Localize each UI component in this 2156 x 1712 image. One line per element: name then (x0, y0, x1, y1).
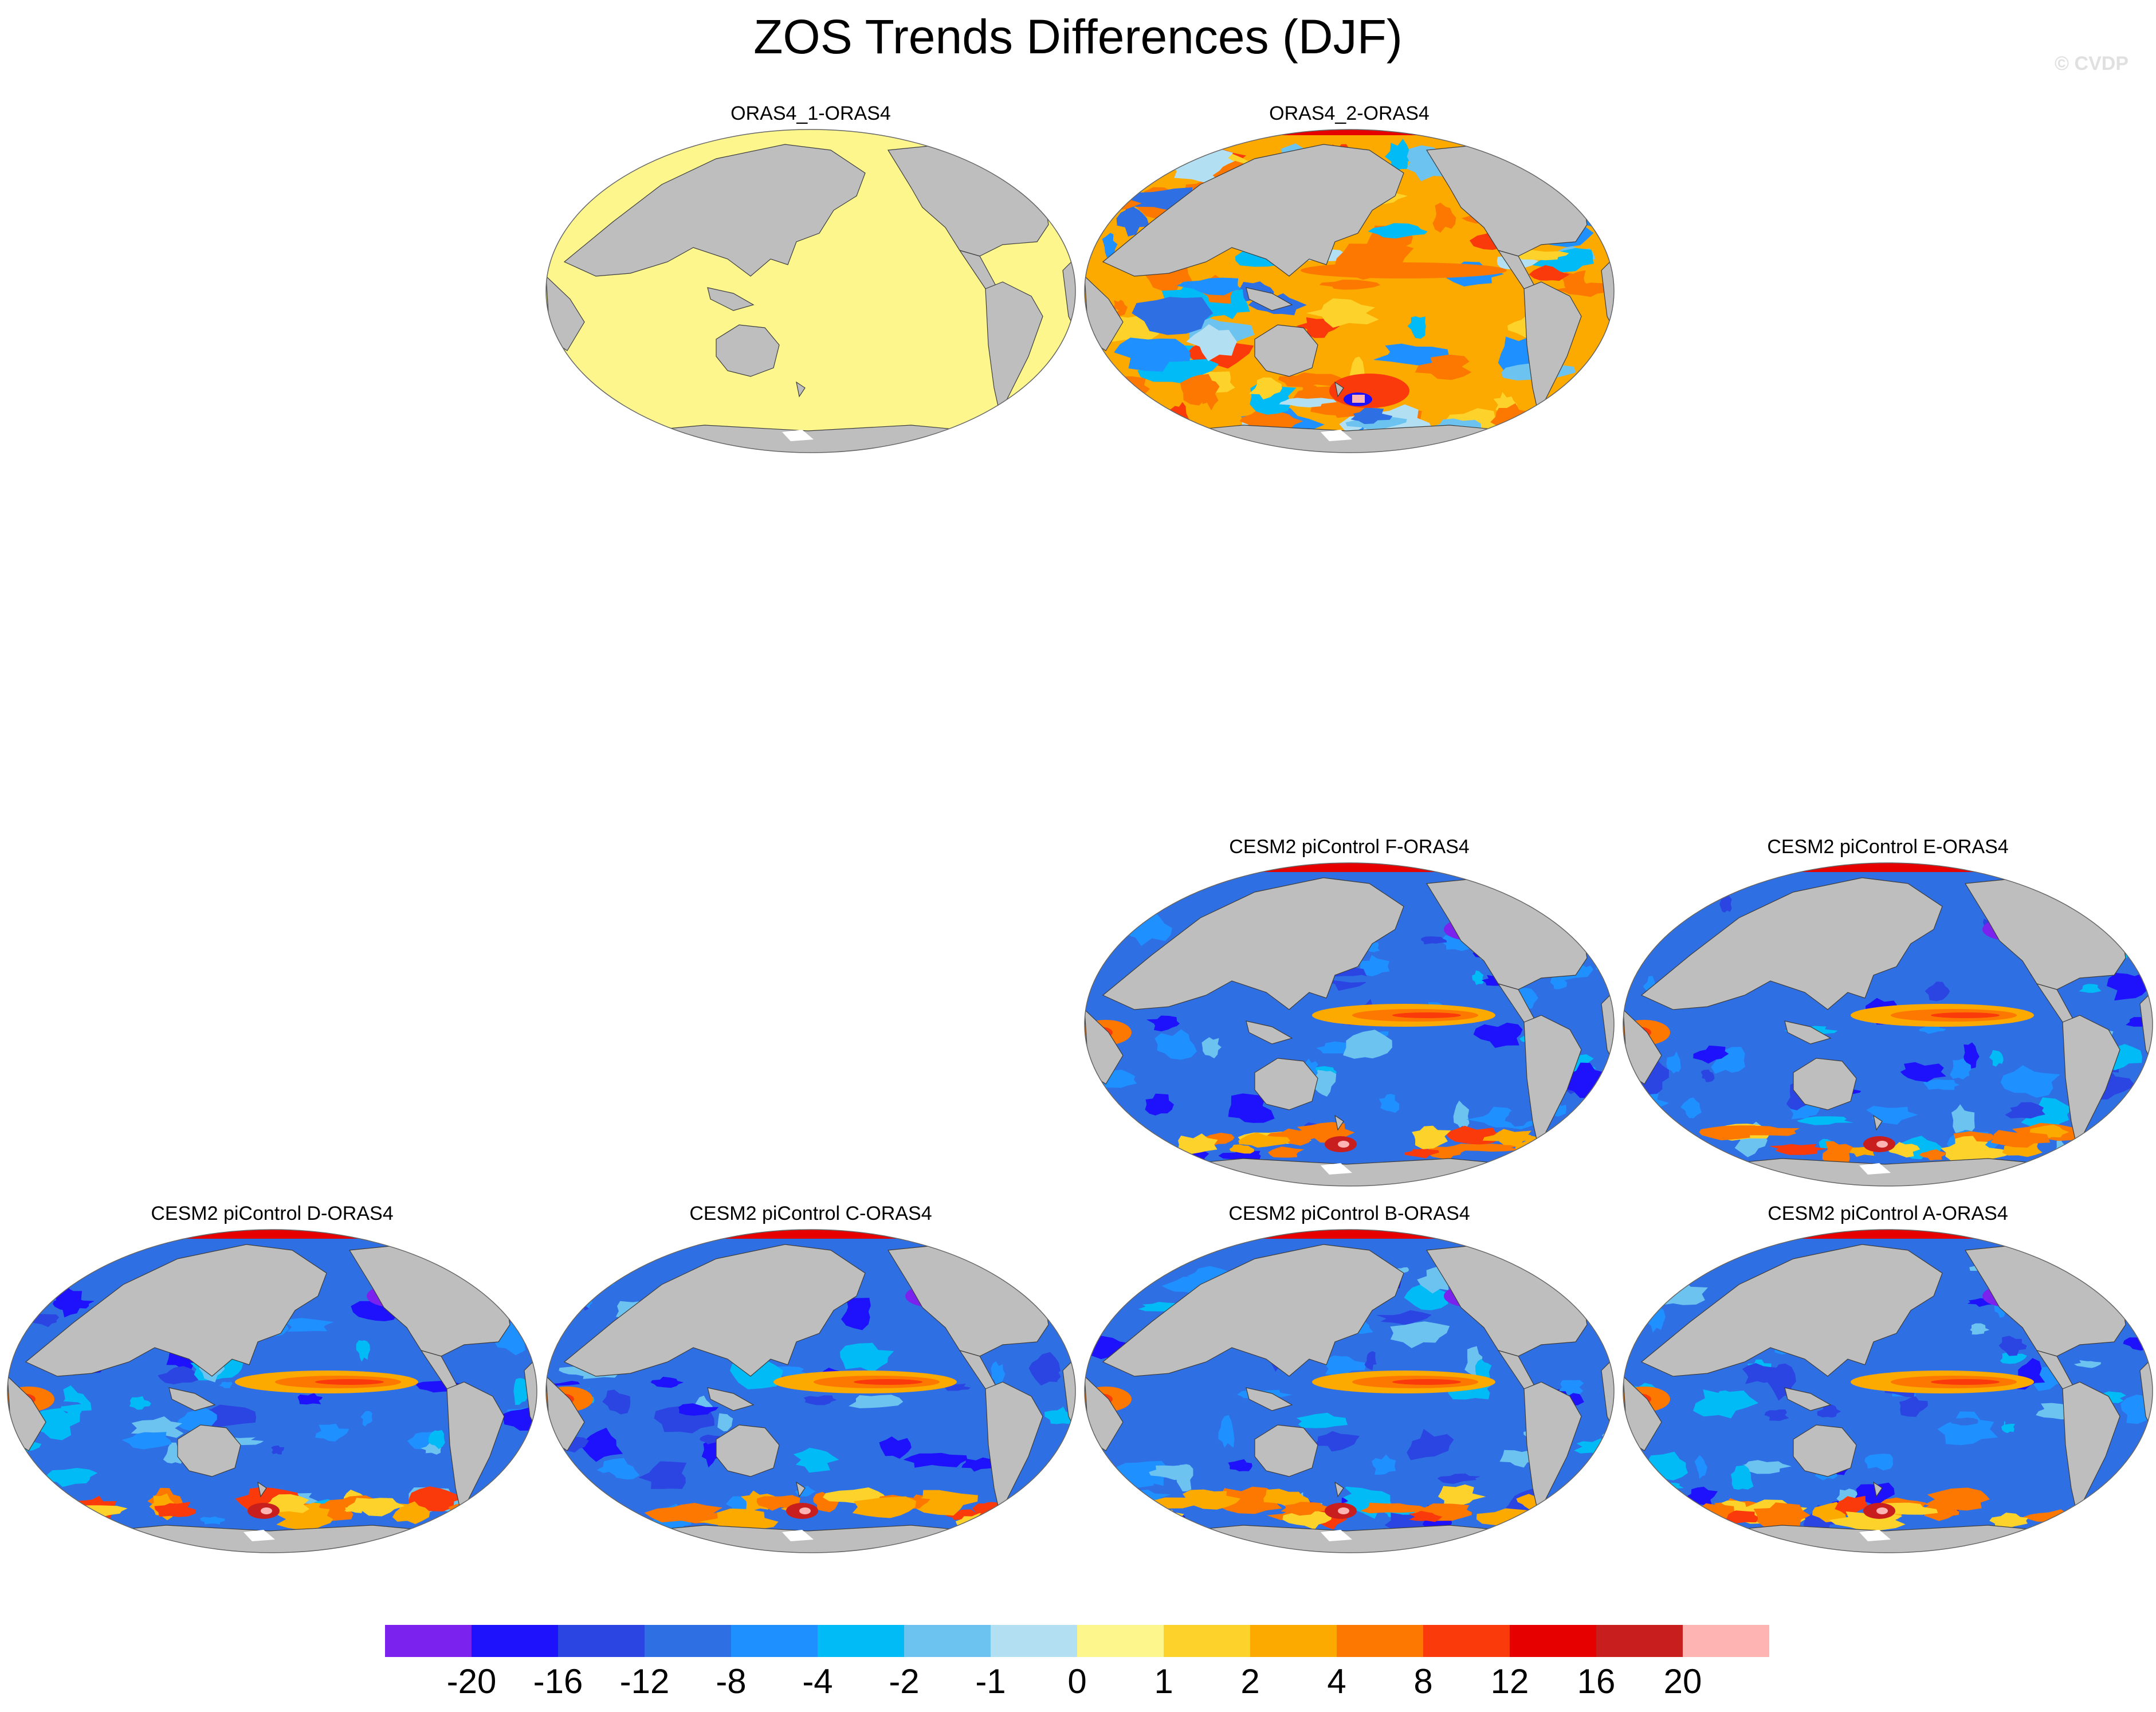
colorbar-swatch (1596, 1625, 1683, 1657)
panel-title: CESM2 piControl A-ORAS4 (1768, 1203, 2008, 1224)
map-panel: CESM2 piControl D-ORAS4 (6, 1202, 539, 1557)
world-map (1623, 862, 2153, 1187)
world-map (1084, 862, 1615, 1187)
ocean-field (7, 1230, 537, 1553)
colorbar-tick-label: 1 (1154, 1662, 1173, 1701)
world-map (1623, 1229, 2153, 1553)
ocean-field (1085, 863, 1614, 1186)
colorbar-tick-label: 0 (1067, 1662, 1087, 1701)
land-masses (1085, 877, 1614, 1186)
ocean-field (1623, 1230, 2153, 1553)
map-panel: CESM2 piControl A-ORAS4 (1621, 1202, 2154, 1557)
world-map (7, 1229, 537, 1553)
colorbar-swatch (904, 1625, 991, 1657)
colorbar-tick-label: 4 (1327, 1662, 1346, 1701)
colorbar-swatch (991, 1625, 1077, 1657)
map-panel: ORAS4_1-ORAS4 (544, 102, 1077, 457)
colorbar-tick-label: 12 (1490, 1662, 1529, 1701)
colorbar-swatch (1250, 1625, 1337, 1657)
world-map (1084, 1229, 1615, 1553)
ocean-field (546, 129, 1075, 453)
colorbar-tick-label: -2 (889, 1662, 920, 1701)
colorbar-tick-label: -8 (716, 1662, 747, 1701)
colorbar-swatch (472, 1625, 558, 1657)
colorbar-swatch (385, 1625, 472, 1657)
world-map (1084, 129, 1615, 453)
ocean-field (1623, 863, 2153, 1186)
map-panel: CESM2 piControl C-ORAS4 (544, 1202, 1077, 1557)
colorbar-tick-label: -16 (533, 1662, 583, 1701)
panel-title: CESM2 piControl C-ORAS4 (689, 1203, 932, 1224)
colorbar-tick-label: 20 (1663, 1662, 1702, 1701)
cvdp-credit: © CVDP (2055, 53, 2128, 74)
colorbar-tick-label: 2 (1240, 1662, 1260, 1701)
figure-title: ZOS Trends Differences (DJF) (753, 10, 1403, 64)
ocean-field (1085, 129, 1614, 453)
panel-title: ORAS4_1-ORAS4 (731, 103, 891, 124)
colorbar-swatch (1683, 1625, 1769, 1657)
colorbar-tick-label: -20 (446, 1662, 497, 1701)
panel-title: ORAS4_2-ORAS4 (1269, 103, 1430, 124)
colorbar-swatch (818, 1625, 904, 1657)
map-panel: CESM2 piControl F-ORAS4 (1083, 835, 1616, 1191)
colorbar-swatch (1423, 1625, 1510, 1657)
colorbar-tick-label: 16 (1577, 1662, 1616, 1701)
map-panel: ORAS4_2-ORAS4 (1083, 102, 1616, 457)
colorbar-swatch (1337, 1625, 1423, 1657)
ocean-field (1085, 1230, 1614, 1553)
world-map (545, 1229, 1076, 1553)
colorbar-swatch (558, 1625, 645, 1657)
world-map (545, 129, 1076, 453)
colorbar-swatch (1164, 1625, 1250, 1657)
colorbar-tick-label: -1 (975, 1662, 1006, 1701)
colorbar-tick-label: 8 (1413, 1662, 1433, 1701)
colorbar-swatch (1510, 1625, 1596, 1657)
colorbar-tick-label: -12 (619, 1662, 670, 1701)
panel-title: CESM2 piControl B-ORAS4 (1228, 1203, 1470, 1224)
colorbar (385, 1625, 1769, 1657)
panel-title: CESM2 piControl D-ORAS4 (151, 1203, 394, 1224)
colorbar-tick-label: -4 (802, 1662, 833, 1701)
map-panel: CESM2 piControl E-ORAS4 (1621, 835, 2154, 1191)
colorbar-swatch (645, 1625, 731, 1657)
colorbar-swatch (1077, 1625, 1164, 1657)
colorbar-swatch (731, 1625, 818, 1657)
map-panel: CESM2 piControl B-ORAS4 (1083, 1202, 1616, 1557)
panel-title: CESM2 piControl E-ORAS4 (1767, 836, 2009, 858)
panel-title: CESM2 piControl F-ORAS4 (1229, 836, 1470, 858)
